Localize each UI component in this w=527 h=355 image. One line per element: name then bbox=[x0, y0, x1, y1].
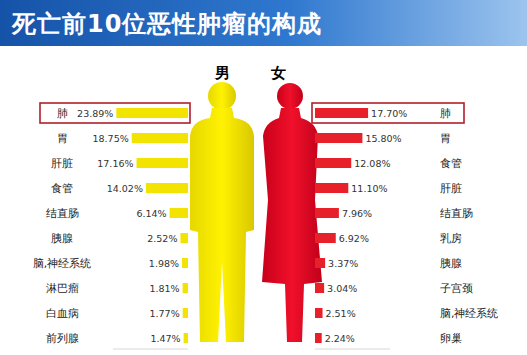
data-label: 2.51% bbox=[326, 308, 356, 319]
data-label: 1.47% bbox=[150, 333, 180, 344]
category-label: 胰腺 bbox=[440, 257, 462, 270]
bar bbox=[315, 208, 339, 218]
category-label: 肺 bbox=[440, 107, 451, 120]
bar bbox=[116, 108, 188, 118]
bar bbox=[137, 158, 188, 168]
bar bbox=[183, 283, 188, 293]
category-label: 结直肠 bbox=[440, 207, 473, 220]
category-label: 胃 bbox=[57, 132, 68, 145]
category-label: 卵巢 bbox=[440, 332, 462, 345]
data-label: 17.70% bbox=[371, 108, 407, 119]
category-label: 白血病 bbox=[46, 307, 79, 320]
data-label: 6.14% bbox=[136, 208, 166, 219]
value-axis bbox=[113, 349, 188, 350]
bars bbox=[315, 108, 368, 343]
bar bbox=[315, 308, 323, 318]
data-label: 3.04% bbox=[327, 283, 357, 294]
category-label: 脑,神经系统 bbox=[440, 307, 499, 320]
value-axis bbox=[315, 349, 390, 350]
bar bbox=[182, 258, 188, 268]
category-label: 前列腺 bbox=[46, 332, 79, 345]
title-banner: 死亡前10位恶性肿瘤的构成 bbox=[0, 0, 527, 46]
data-label: 1.77% bbox=[150, 308, 180, 319]
bar bbox=[315, 108, 368, 118]
female-head bbox=[277, 83, 303, 109]
bar bbox=[315, 133, 362, 143]
data-label: 18.75% bbox=[93, 133, 129, 144]
category-label: 脑,神经系统 bbox=[33, 257, 92, 270]
bar bbox=[315, 258, 325, 268]
female-silhouette bbox=[262, 108, 322, 342]
bar bbox=[315, 158, 351, 168]
chart-canvas: 男 23.89% 肺 18.75% 胃 17.16% 肝脏 14.02% 食管 6.14% 结直肠 2… bbox=[0, 0, 527, 355]
data-label: 2.24% bbox=[325, 333, 355, 344]
data-label: 2.52% bbox=[147, 233, 177, 244]
category-label: 食管 bbox=[51, 182, 73, 195]
data-label: 15.80% bbox=[365, 133, 401, 144]
bar bbox=[315, 183, 348, 193]
data-label: 12.08% bbox=[354, 158, 390, 169]
data-label: 7.96% bbox=[342, 208, 372, 219]
category-label: 乳房 bbox=[440, 232, 462, 245]
data-label: 6.92% bbox=[339, 233, 369, 244]
category-label: 肝脏 bbox=[440, 182, 462, 195]
bar bbox=[184, 333, 188, 343]
category-label: 胰腺 bbox=[51, 232, 73, 245]
bar bbox=[180, 233, 188, 243]
bar bbox=[183, 308, 188, 318]
series-title: 女 bbox=[270, 64, 286, 82]
data-label: 23.89% bbox=[77, 108, 113, 119]
category-label: 淋巴瘤 bbox=[46, 282, 79, 295]
category-label: 胃 bbox=[440, 132, 451, 145]
title: 死亡前10位恶性肿瘤的构成 bbox=[12, 8, 322, 40]
data-label: 3.37% bbox=[328, 258, 358, 269]
data-label: 1.81% bbox=[149, 283, 179, 294]
bar bbox=[146, 183, 188, 193]
category-label: 肺 bbox=[57, 107, 68, 120]
category-label: 结直肠 bbox=[46, 207, 79, 220]
data-label: 1.98% bbox=[149, 258, 179, 269]
highlight-box bbox=[40, 103, 190, 123]
bar bbox=[315, 283, 324, 293]
bar bbox=[132, 133, 188, 143]
data-label: 11.10% bbox=[351, 183, 387, 194]
category-label: 肝脏 bbox=[51, 157, 73, 170]
bar bbox=[170, 208, 188, 218]
male-silhouette bbox=[190, 108, 254, 342]
male-head bbox=[208, 82, 236, 110]
highlight-box bbox=[312, 103, 464, 123]
bar bbox=[315, 333, 322, 343]
series-title: 男 bbox=[214, 64, 230, 82]
data-label: 14.02% bbox=[107, 183, 143, 194]
data-label: 17.16% bbox=[97, 158, 133, 169]
category-label: 食管 bbox=[440, 157, 462, 170]
bar bbox=[315, 233, 336, 243]
category-label: 子宫颈 bbox=[440, 282, 473, 295]
